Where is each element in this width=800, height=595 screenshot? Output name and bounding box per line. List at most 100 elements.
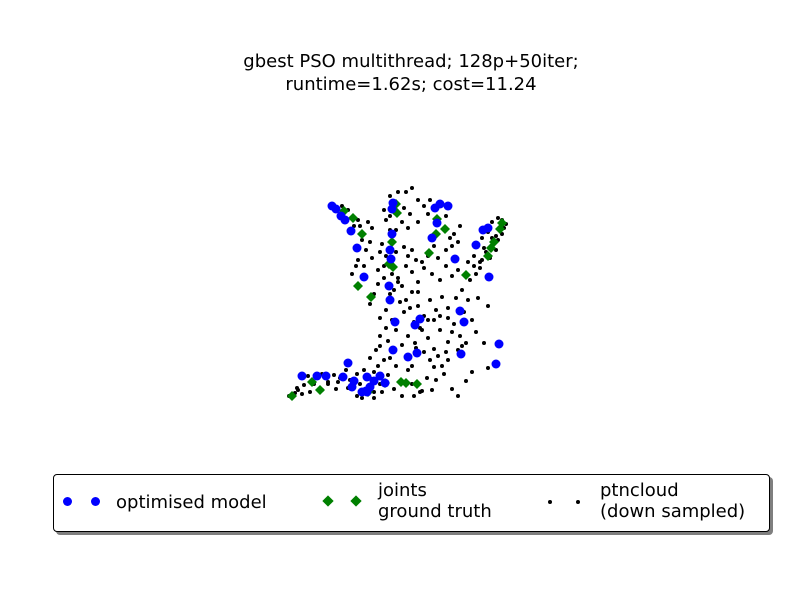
point-optimised-model-17 bbox=[412, 348, 422, 358]
point-ptncloud-39 bbox=[368, 356, 372, 360]
point-optimised-model-47 bbox=[471, 240, 481, 250]
point-optimised-model-41 bbox=[432, 218, 442, 228]
point-ptncloud-11 bbox=[344, 368, 348, 372]
point-ptncloud-134 bbox=[350, 272, 354, 276]
point-ptncloud-3 bbox=[296, 388, 300, 392]
point-joints-24 bbox=[489, 237, 499, 247]
point-ptncloud-67 bbox=[434, 308, 438, 312]
point-optimised-model-29 bbox=[385, 245, 395, 255]
series-ptncloud bbox=[287, 186, 508, 400]
point-ptncloud-82 bbox=[430, 272, 434, 276]
point-ptncloud-157 bbox=[496, 216, 500, 220]
point-ptncloud-175 bbox=[410, 364, 414, 368]
point-ptncloud-197 bbox=[426, 318, 430, 322]
point-ptncloud-171 bbox=[476, 296, 480, 300]
point-ptncloud-98 bbox=[420, 260, 424, 264]
point-ptncloud-168 bbox=[446, 316, 450, 320]
point-ptncloud-14 bbox=[358, 382, 362, 386]
point-ptncloud-163 bbox=[472, 254, 476, 258]
point-ptncloud-45 bbox=[406, 334, 410, 338]
point-ptncloud-28 bbox=[470, 370, 474, 374]
point-ptncloud-120 bbox=[388, 194, 392, 198]
point-ptncloud-86 bbox=[456, 268, 460, 272]
point-ptncloud-44 bbox=[400, 343, 404, 347]
point-joints-7 bbox=[315, 385, 325, 395]
point-ptncloud-15 bbox=[372, 390, 376, 394]
point-ptncloud-91 bbox=[378, 250, 382, 254]
point-optimised-model-24 bbox=[491, 359, 501, 369]
point-ptncloud-35 bbox=[306, 374, 310, 378]
point-optimised-model-20 bbox=[415, 314, 425, 324]
point-ptncloud-136 bbox=[370, 226, 374, 230]
point-ptncloud-19 bbox=[400, 394, 404, 398]
point-joints-10 bbox=[357, 229, 367, 239]
point-optimised-model-18 bbox=[410, 320, 420, 330]
point-ptncloud-48 bbox=[426, 336, 430, 340]
point-ptncloud-105 bbox=[456, 240, 460, 244]
point-ptncloud-78 bbox=[404, 264, 408, 268]
point-ptncloud-186 bbox=[412, 394, 416, 398]
point-ptncloud-104 bbox=[452, 232, 456, 236]
point-ptncloud-185 bbox=[380, 390, 384, 394]
point-ptncloud-110 bbox=[422, 204, 426, 208]
point-ptncloud-114 bbox=[402, 206, 406, 210]
point-ptncloud-53 bbox=[458, 334, 462, 338]
point-ptncloud-103 bbox=[450, 244, 454, 248]
point-optimised-model-22 bbox=[459, 317, 469, 327]
point-ptncloud-88 bbox=[472, 264, 476, 268]
point-ptncloud-199 bbox=[438, 314, 442, 318]
point-ptncloud-115 bbox=[380, 242, 384, 246]
point-ptncloud-149 bbox=[482, 246, 486, 250]
point-ptncloud-93 bbox=[394, 250, 398, 254]
point-ptncloud-56 bbox=[474, 330, 478, 334]
point-ptncloud-189 bbox=[434, 378, 438, 382]
point-ptncloud-100 bbox=[432, 244, 436, 248]
point-ptncloud-129 bbox=[368, 240, 372, 244]
point-ptncloud-194 bbox=[400, 284, 404, 288]
point-optimised-model-26 bbox=[385, 295, 395, 305]
point-ptncloud-126 bbox=[400, 220, 404, 224]
point-ptncloud-162 bbox=[478, 260, 482, 264]
point-ptncloud-25 bbox=[450, 387, 454, 391]
point-ptncloud-124 bbox=[416, 198, 420, 202]
point-ptncloud-24 bbox=[442, 372, 446, 376]
point-ptncloud-122 bbox=[404, 190, 408, 194]
point-ptncloud-135 bbox=[366, 220, 370, 224]
point-optimised-model-15 bbox=[388, 345, 398, 355]
point-ptncloud-151 bbox=[494, 234, 498, 238]
point-joints-28 bbox=[366, 292, 376, 302]
point-ptncloud-187 bbox=[418, 390, 422, 394]
point-joints-27 bbox=[388, 262, 398, 272]
legend-marker-optimised-model bbox=[62, 495, 112, 509]
point-ptncloud-79 bbox=[410, 270, 414, 274]
point-ptncloud-192 bbox=[388, 292, 392, 296]
point-ptncloud-166 bbox=[410, 290, 414, 294]
point-ptncloud-117 bbox=[384, 218, 388, 222]
point-ptncloud-178 bbox=[372, 370, 376, 374]
point-ptncloud-72 bbox=[368, 302, 372, 306]
point-ptncloud-106 bbox=[458, 224, 462, 228]
point-ptncloud-57 bbox=[482, 341, 486, 345]
point-ptncloud-61 bbox=[398, 300, 402, 304]
point-ptncloud-133 bbox=[354, 264, 358, 268]
point-ptncloud-81 bbox=[422, 266, 426, 270]
point-ptncloud-170 bbox=[466, 298, 470, 302]
point-joints-11 bbox=[348, 213, 358, 223]
point-ptncloud-32 bbox=[332, 373, 336, 377]
point-ptncloud-174 bbox=[446, 358, 450, 362]
point-ptncloud-84 bbox=[444, 264, 448, 268]
point-ptncloud-202 bbox=[460, 344, 464, 348]
point-joints-21 bbox=[461, 270, 471, 280]
point-optimised-model-12 bbox=[321, 371, 331, 381]
point-ptncloud-184 bbox=[372, 396, 376, 400]
point-ptncloud-34 bbox=[302, 383, 306, 387]
point-ptncloud-164 bbox=[466, 260, 470, 264]
point-joints-5 bbox=[287, 391, 297, 401]
point-ptncloud-180 bbox=[394, 364, 398, 368]
point-ptncloud-70 bbox=[454, 296, 458, 300]
point-ptncloud-4 bbox=[300, 392, 304, 396]
point-ptncloud-207 bbox=[428, 358, 432, 362]
point-ptncloud-130 bbox=[360, 238, 364, 242]
point-joints-17 bbox=[424, 248, 434, 258]
point-optimised-model-33 bbox=[359, 272, 369, 282]
